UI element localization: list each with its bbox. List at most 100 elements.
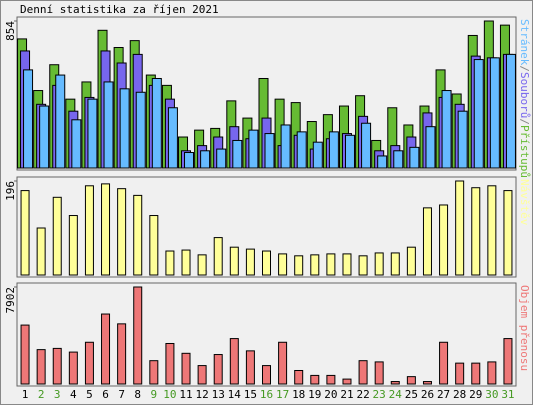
bar: [278, 253, 288, 276]
bar: [390, 252, 400, 276]
bar: [165, 250, 175, 276]
bar: [505, 53, 516, 169]
bar: [245, 248, 255, 276]
bar: [87, 98, 98, 169]
y-tick-label: 196: [4, 181, 17, 201]
bar: [422, 381, 432, 385]
bar: [262, 250, 271, 276]
x-tick-label: 25: [405, 388, 418, 401]
bar: [441, 90, 452, 169]
bar: [52, 347, 62, 385]
x-tick-label: 24: [389, 388, 403, 401]
bar: [36, 227, 46, 276]
legend-separator: /: [518, 118, 531, 125]
x-tick-label: 6: [102, 388, 109, 401]
bar: [39, 105, 50, 169]
bar: [20, 190, 30, 276]
bar: [471, 362, 481, 385]
bar: [457, 110, 468, 169]
x-tick-label: 7: [118, 388, 125, 401]
bar: [20, 324, 30, 385]
bar: [374, 361, 384, 385]
x-tick-label: 23: [373, 388, 386, 401]
bar: [487, 185, 497, 276]
bar: [503, 190, 513, 276]
bar: [165, 342, 175, 385]
chart-title: Denní statistika za říjen 2021: [20, 3, 219, 16]
bar: [84, 341, 94, 385]
legend: Stránek/Souborů/Přístupů: [518, 19, 531, 178]
bar: [455, 362, 465, 385]
bar: [374, 252, 384, 276]
bar: [200, 150, 211, 169]
bar: [503, 338, 513, 385]
bar: [52, 196, 62, 276]
x-tick-label: 17: [276, 388, 289, 401]
x-tick-label: 14: [228, 388, 242, 401]
bar: [248, 129, 259, 169]
bar: [55, 74, 66, 169]
x-tick-label: 29: [469, 388, 482, 401]
legend-separator: /: [518, 65, 531, 72]
bar: [393, 150, 404, 169]
x-tick-label: 5: [86, 388, 93, 401]
bar: [197, 365, 207, 385]
bar: [409, 146, 420, 169]
bar: [471, 187, 481, 276]
x-tick-label: 13: [212, 388, 225, 401]
bar: [229, 246, 239, 276]
bar: [406, 376, 416, 385]
x-tick-label: 9: [151, 388, 158, 401]
bar: [229, 338, 239, 385]
bar: [262, 365, 271, 385]
bar: [312, 141, 323, 169]
y-tick-label: 7902: [4, 287, 17, 314]
bar: [455, 180, 465, 276]
bar: [197, 254, 207, 276]
bar: [296, 131, 307, 169]
bar: [264, 133, 275, 169]
bar: [358, 360, 368, 385]
bar: [406, 246, 416, 276]
bar: [149, 360, 159, 385]
bar: [151, 77, 162, 169]
bar: [328, 131, 339, 169]
bar: [84, 185, 94, 276]
x-tick-label: 18: [292, 388, 305, 401]
bar: [342, 253, 352, 276]
bar: [294, 255, 304, 276]
bar: [149, 215, 159, 276]
x-tick-label: 27: [437, 388, 450, 401]
x-tick-label: 12: [195, 388, 208, 401]
bar: [117, 188, 127, 276]
bar: [280, 124, 291, 169]
bar: [390, 381, 400, 385]
bar: [181, 352, 191, 385]
x-tick-label: 19: [308, 388, 321, 401]
x-tick-label: 15: [244, 388, 257, 401]
bar: [133, 194, 143, 276]
legend-entry: Návštěv: [518, 179, 531, 226]
x-tick-label: 22: [356, 388, 369, 401]
x-tick-label: 3: [54, 388, 61, 401]
x-tick-label: 31: [501, 388, 514, 401]
x-tick-label: 30: [485, 388, 498, 401]
bar: [101, 313, 111, 385]
bar: [119, 88, 130, 169]
bar: [135, 91, 146, 169]
bar: [278, 341, 288, 385]
bar: [232, 139, 243, 169]
legend-entry: Stránek: [518, 19, 531, 66]
bar: [377, 155, 388, 169]
x-tick-label: 10: [163, 388, 176, 401]
bar: [326, 253, 336, 276]
x-tick-label: 16: [260, 388, 273, 401]
bar: [361, 122, 372, 169]
bar: [326, 374, 336, 385]
bar: [101, 183, 111, 276]
bar: [23, 69, 34, 169]
bar: [422, 207, 432, 276]
bar: [117, 323, 127, 385]
bar: [103, 81, 114, 169]
bar: [310, 374, 320, 385]
